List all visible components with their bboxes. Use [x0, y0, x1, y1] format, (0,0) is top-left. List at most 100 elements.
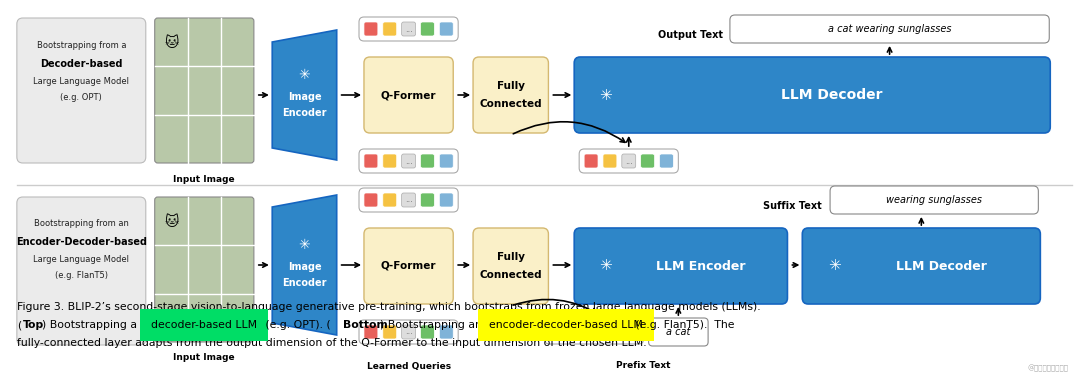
- Text: Image: Image: [287, 92, 321, 102]
- Text: (e.g. OPT): (e.g. OPT): [60, 93, 103, 103]
- FancyBboxPatch shape: [603, 154, 617, 168]
- FancyBboxPatch shape: [544, 320, 644, 344]
- Text: Encoder: Encoder: [282, 278, 327, 288]
- Polygon shape: [272, 30, 337, 160]
- Text: a cat wearing sunglasses: a cat wearing sunglasses: [828, 24, 951, 34]
- FancyBboxPatch shape: [473, 228, 549, 304]
- FancyBboxPatch shape: [402, 193, 416, 207]
- Text: Input Image: Input Image: [174, 354, 235, 363]
- Text: ✳: ✳: [599, 87, 612, 103]
- FancyBboxPatch shape: [440, 154, 454, 168]
- Text: Learned Queries: Learned Queries: [366, 362, 450, 371]
- FancyBboxPatch shape: [154, 18, 254, 163]
- Text: LLM Encoder: LLM Encoder: [656, 259, 745, 273]
- Text: (e.g. OPT). (: (e.g. OPT). (: [261, 320, 330, 330]
- FancyBboxPatch shape: [473, 57, 549, 133]
- FancyBboxPatch shape: [730, 15, 1050, 43]
- FancyBboxPatch shape: [364, 325, 378, 339]
- Text: ...: ...: [590, 328, 598, 337]
- FancyBboxPatch shape: [359, 17, 458, 41]
- FancyBboxPatch shape: [622, 154, 636, 168]
- Text: 🐱: 🐱: [164, 36, 179, 50]
- FancyBboxPatch shape: [440, 22, 454, 36]
- FancyBboxPatch shape: [420, 22, 434, 36]
- Text: Encoder: Encoder: [282, 108, 327, 118]
- FancyBboxPatch shape: [17, 197, 146, 345]
- Text: Suffix Text: Suffix Text: [764, 201, 822, 211]
- Text: Q-Former: Q-Former: [381, 90, 436, 100]
- FancyBboxPatch shape: [420, 193, 434, 207]
- Text: LLM Decoder: LLM Decoder: [895, 259, 987, 273]
- FancyBboxPatch shape: [382, 325, 396, 339]
- Text: Bootstrapping from a: Bootstrapping from a: [37, 41, 126, 51]
- Text: ...: ...: [625, 156, 633, 166]
- Text: Learned Queries: Learned Queries: [366, 190, 450, 199]
- FancyBboxPatch shape: [584, 154, 598, 168]
- FancyBboxPatch shape: [17, 18, 146, 163]
- FancyBboxPatch shape: [420, 325, 434, 339]
- Text: ✳: ✳: [299, 238, 310, 252]
- Text: a cat: a cat: [666, 327, 690, 337]
- Text: Decoder-based: Decoder-based: [40, 59, 122, 69]
- FancyBboxPatch shape: [831, 186, 1038, 214]
- FancyBboxPatch shape: [382, 154, 396, 168]
- Text: (e.g. FlanT5): (e.g. FlanT5): [55, 271, 108, 280]
- Text: 🐱: 🐱: [164, 215, 179, 228]
- FancyBboxPatch shape: [364, 154, 378, 168]
- FancyBboxPatch shape: [359, 320, 458, 344]
- FancyBboxPatch shape: [649, 318, 708, 346]
- Text: @稀土掘金技术社区: @稀土掘金技术社区: [1027, 365, 1068, 372]
- Text: ) Bootstrapping a: ) Bootstrapping a: [42, 320, 140, 330]
- FancyBboxPatch shape: [402, 22, 416, 36]
- Text: ) Bootstrapping an: ) Bootstrapping an: [380, 320, 485, 330]
- Text: Encoder-Decoder-based: Encoder-Decoder-based: [16, 237, 147, 247]
- FancyBboxPatch shape: [359, 149, 458, 173]
- FancyBboxPatch shape: [606, 325, 620, 339]
- FancyBboxPatch shape: [579, 149, 678, 173]
- Text: ✳: ✳: [599, 259, 612, 273]
- FancyBboxPatch shape: [575, 228, 787, 304]
- Text: Fully: Fully: [497, 81, 525, 91]
- Text: Bootstrapping from an: Bootstrapping from an: [33, 219, 129, 228]
- FancyBboxPatch shape: [382, 22, 396, 36]
- Text: Output Text: Output Text: [658, 30, 723, 40]
- FancyBboxPatch shape: [440, 193, 454, 207]
- Text: (e.g. FlanT5).  The: (e.g. FlanT5). The: [632, 320, 734, 330]
- Text: Image: Image: [287, 262, 321, 272]
- FancyBboxPatch shape: [640, 154, 654, 168]
- FancyBboxPatch shape: [625, 325, 638, 339]
- Text: Input Image: Input Image: [174, 175, 235, 184]
- Text: ✳: ✳: [299, 68, 310, 82]
- Text: Large Language Model: Large Language Model: [33, 77, 130, 86]
- Text: (: (: [17, 320, 21, 330]
- Text: ...: ...: [405, 25, 413, 34]
- Text: Connected: Connected: [480, 270, 542, 280]
- FancyBboxPatch shape: [364, 228, 454, 304]
- Polygon shape: [272, 195, 337, 335]
- Text: ...: ...: [405, 196, 413, 204]
- Text: wearing sunglasses: wearing sunglasses: [887, 195, 982, 205]
- FancyBboxPatch shape: [575, 57, 1050, 133]
- FancyBboxPatch shape: [440, 325, 454, 339]
- Text: fully-connected layer adapts from the output dimension of the Q-Former to the in: fully-connected layer adapts from the ou…: [17, 338, 647, 348]
- FancyBboxPatch shape: [660, 154, 674, 168]
- FancyBboxPatch shape: [382, 193, 396, 207]
- Text: Connected: Connected: [480, 99, 542, 109]
- FancyBboxPatch shape: [402, 154, 416, 168]
- Text: LLM Decoder: LLM Decoder: [781, 88, 882, 102]
- FancyBboxPatch shape: [588, 325, 600, 339]
- Text: Large Language Model: Large Language Model: [33, 254, 130, 264]
- FancyBboxPatch shape: [420, 154, 434, 168]
- FancyBboxPatch shape: [154, 197, 254, 342]
- Text: ✳: ✳: [827, 259, 840, 273]
- FancyBboxPatch shape: [359, 188, 458, 212]
- Text: Top: Top: [23, 320, 44, 330]
- FancyBboxPatch shape: [364, 193, 378, 207]
- Text: Figure 3. BLIP-2’s second-stage vision-to-language generative pre-training, whic: Figure 3. BLIP-2’s second-stage vision-t…: [17, 302, 760, 312]
- FancyBboxPatch shape: [364, 22, 378, 36]
- Text: Prefix Text: Prefix Text: [617, 362, 671, 371]
- Text: ...: ...: [405, 156, 413, 166]
- FancyBboxPatch shape: [802, 228, 1040, 304]
- Text: encoder-decoder-based LLM: encoder-decoder-based LLM: [489, 320, 643, 330]
- Text: decoder-based LLM: decoder-based LLM: [151, 320, 257, 330]
